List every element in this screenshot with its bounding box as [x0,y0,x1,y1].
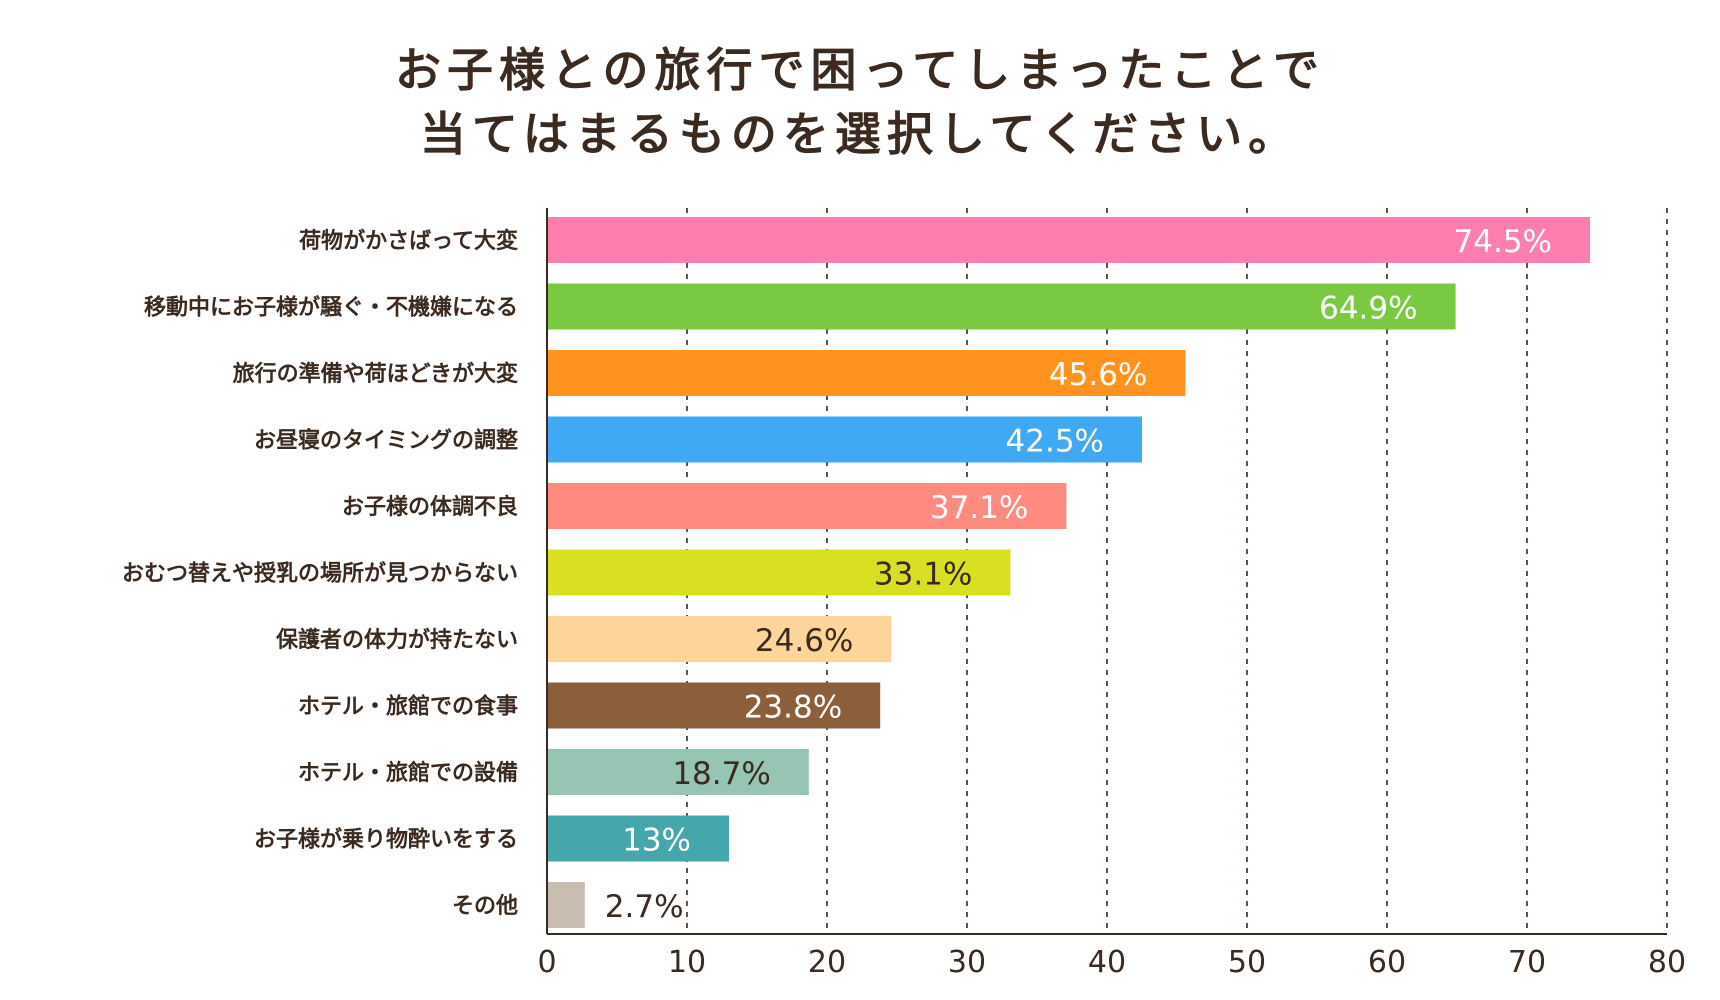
category-label: ホテル・旅館での設備 [298,760,518,786]
x-tick-label: 10 [668,945,706,980]
category-label: お子様の体調不良 [342,494,518,520]
chart-subtitle: 当てはまるものを選択してください。 [419,107,1301,161]
bar [547,283,1456,330]
value-label: 64.9% [1319,291,1417,327]
bar [547,882,585,928]
category-label: おむつ替えや授乳の場所が見つからない [122,561,518,587]
value-label: 2.7% [605,889,684,925]
bar [547,416,1142,463]
bar [547,217,1590,263]
bar [547,682,881,729]
bar [547,616,892,662]
value-label: 37.1% [930,490,1028,526]
value-label: 45.6% [1049,357,1147,393]
category-label: その他 [452,894,518,919]
x-tick-label: 70 [1508,945,1546,980]
category-label: 旅行の準備や荷ほどきが大変 [233,361,518,387]
x-tick-label: 50 [1228,945,1266,980]
category-label: ホテル・旅館での食事 [298,694,518,720]
x-tick-label: 20 [808,945,846,980]
bar [547,815,729,862]
x-tick-label: 0 [537,945,556,980]
bar [547,549,1011,596]
value-label: 13% [622,823,691,859]
bar [547,483,1067,529]
x-tick-label: 60 [1368,945,1406,980]
x-tick-label: 30 [948,945,986,980]
value-label: 18.7% [672,756,770,792]
value-label: 42.5% [1006,424,1104,460]
category-label: お子様が乗り物酔いをする [254,827,518,853]
chart-title: お子様との旅行で困ってしまったことで [394,43,1326,97]
category-label: お昼寝のタイミングの調整 [254,428,518,454]
bar [547,749,809,795]
value-label: 33.1% [874,557,972,593]
value-label: 24.6% [755,623,853,659]
bar [547,350,1186,396]
value-label: 74.5% [1454,224,1552,260]
category-label: 移動中にお子様が騒ぐ・不機嫌になる [144,295,518,321]
category-label: 保護者の体力が持たない [275,627,518,653]
x-tick-label: 40 [1088,945,1126,980]
category-label: 荷物がかさばって大変 [299,228,518,254]
value-label: 23.8% [744,690,842,726]
x-tick-label: 80 [1648,945,1686,980]
